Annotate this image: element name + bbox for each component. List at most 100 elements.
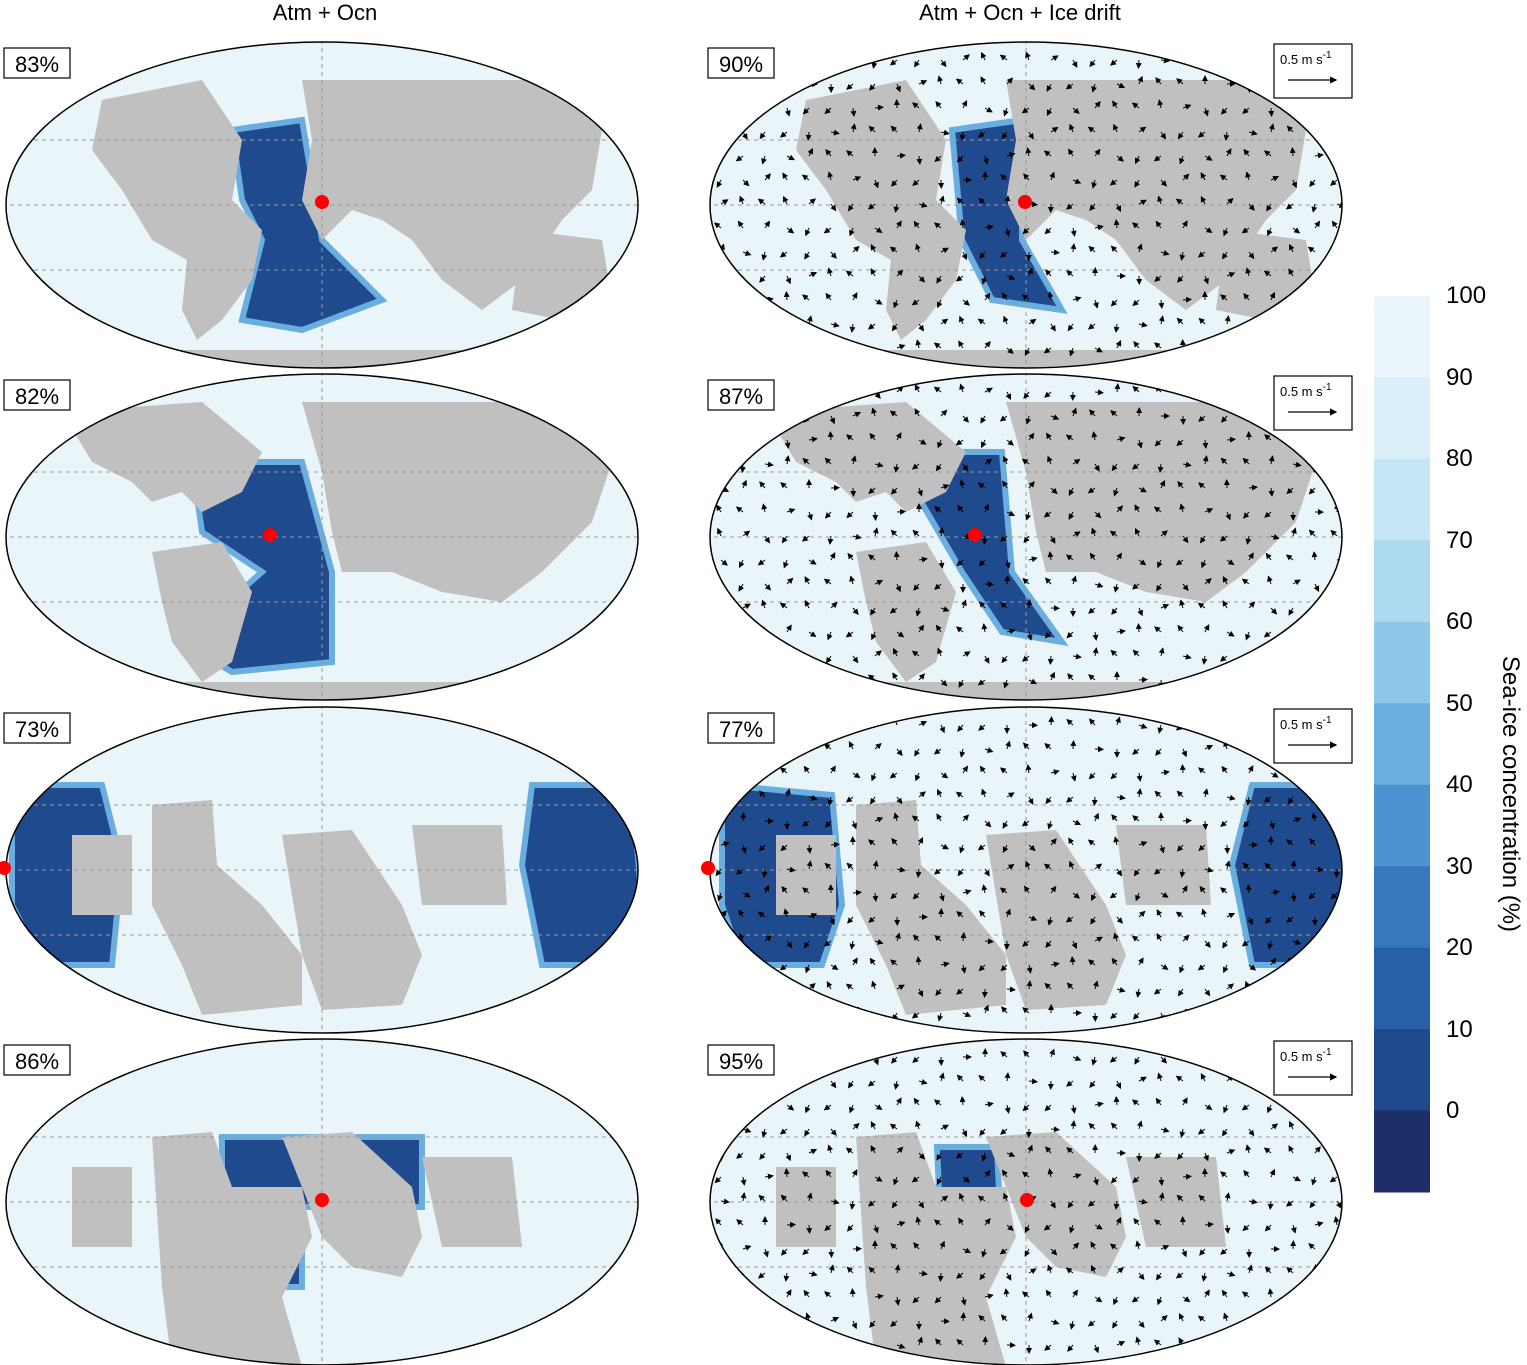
drift-arrow [783,1168,790,1178]
drift-arrow [804,251,810,260]
drift-arrow [1025,764,1032,774]
drift-arrow [1159,844,1165,854]
drift-arrow [1270,175,1280,182]
drift-arrow [1155,77,1162,85]
drift-arrow [1116,552,1123,561]
drift-arrow [759,131,766,140]
drift-arrow [1111,814,1118,822]
drift-arrow [802,294,810,301]
drift-arrow [1270,607,1278,615]
drift-arrow [983,503,989,513]
drift-arrow [1334,155,1341,165]
drift-arrow [741,1012,747,1022]
drift-arrow [850,107,857,117]
drift-arrow [757,1075,766,1082]
drift-arrow [1330,1296,1338,1304]
map-outline [5,41,639,369]
drift-arrow [1158,299,1165,309]
scale-box: 0.5 m s-1 [1273,375,1353,431]
drift-arrow [1087,323,1096,330]
drift-arrow [867,203,876,210]
drift-arrow [830,841,840,848]
drift-arrow [1131,222,1140,229]
drift-arrow [801,1051,810,1058]
drift-arrow [895,432,902,441]
drift-arrow [1182,583,1189,591]
drift-arrow [1222,940,1228,949]
drift-arrow [934,583,942,590]
drift-arrow [1091,431,1098,441]
drift-arrow [1022,940,1030,947]
drift-arrow [1157,724,1164,734]
drift-arrow [937,647,943,657]
drift-arrow [1067,323,1074,332]
drift-arrow [1264,150,1272,157]
drift-arrow [1110,410,1118,417]
land-mass [776,1167,836,1247]
drift-arrow [874,742,882,750]
drift-arrow [852,655,859,664]
drift-arrow [830,765,836,774]
drift-arrow [1087,126,1096,133]
drift-arrow [785,275,791,285]
drift-arrow [1329,815,1338,822]
drift-arrow [1182,653,1192,660]
drift-arrow [1091,179,1098,189]
drift-arrow [1248,964,1257,971]
drift-arrow [980,76,987,85]
scale-box: 0.5 m s-1 [1273,1040,1353,1096]
drift-arrow [1266,716,1273,726]
drift-arrow [1311,647,1317,657]
drift-arrow [717,892,723,902]
drift-arrow [782,172,789,181]
drift-arrow [874,939,884,945]
drift-arrow [979,251,986,259]
drift-arrow [1314,631,1322,638]
drift-arrow [786,227,795,234]
drift-arrow [1043,347,1052,354]
drift-arrow [1266,1080,1272,1089]
drift-arrow [1222,600,1229,609]
drift-arrow [1242,820,1250,828]
drift-arrow [1292,939,1302,945]
drift-arrow [1286,916,1294,923]
drift-arrow [983,655,990,664]
drift-arrow [786,624,792,633]
location-marker [315,195,329,209]
drift-arrow [959,844,965,854]
drift-arrow [1264,434,1272,441]
drift-arrow [1243,511,1250,519]
drift-arrow [801,174,810,181]
drift-arrow [1138,841,1148,847]
land-mass [412,825,507,905]
drift-arrow [1243,655,1250,664]
drift-arrow [1047,455,1053,465]
drift-arrow [845,796,854,803]
drift-arrow [714,463,722,470]
drift-arrow [1247,765,1254,774]
drift-arrow [802,887,810,894]
drift-arrow [1181,220,1188,229]
drift-arrow [849,227,855,237]
drift-arrow [984,868,990,877]
drift-arrow [918,791,926,798]
drift-arrow [1204,866,1214,873]
drift-arrow [1088,718,1096,726]
drift-arrow [933,386,942,393]
drift-arrow [889,607,898,614]
drift-arrow [1263,983,1272,990]
drift-arrow [742,250,752,256]
drift-arrow [852,58,862,64]
drift-arrow [1072,819,1082,826]
drift-arrow [1202,439,1209,449]
drift-arrow [783,908,790,918]
drift-arrow [981,275,988,285]
drift-arrow [852,176,862,182]
drift-arrow [1292,650,1301,657]
drift-arrow [719,1120,725,1130]
colorbar-segment [1374,947,1430,1030]
drift-arrow [1005,740,1011,750]
drift-arrow [823,391,832,398]
drift-arrow [1330,934,1338,942]
drift-arrow [804,576,811,585]
